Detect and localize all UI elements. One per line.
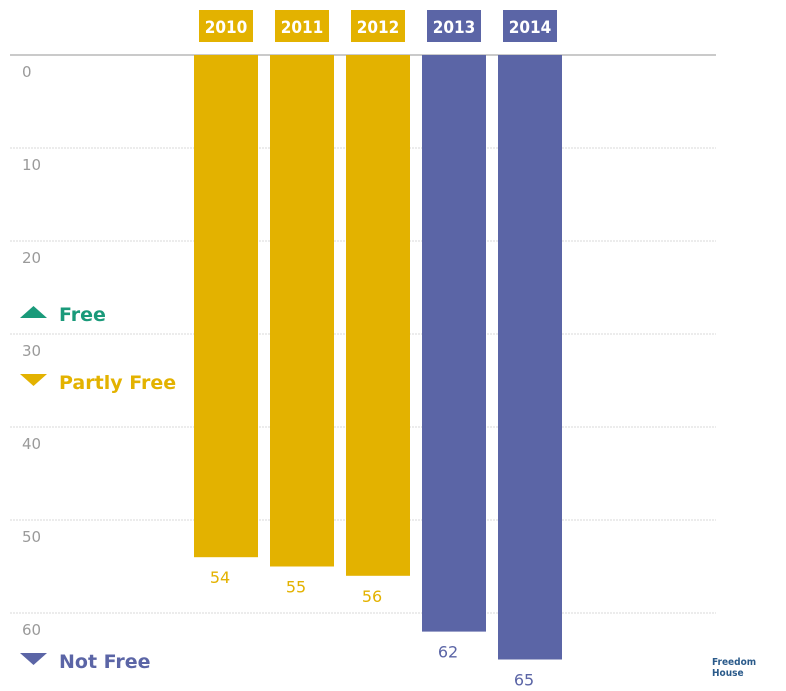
year-box-2012 (351, 10, 405, 42)
triangle-down-icon (20, 374, 47, 386)
y-tick-label: 40 (22, 435, 41, 453)
bar-2012 (346, 55, 410, 576)
year-label-2012: 2012 (357, 18, 400, 38)
legend-label: Not Free (59, 651, 151, 673)
y-tick-label: 20 (22, 249, 41, 267)
y-tick-label: 60 (22, 621, 41, 639)
year-label-2013: 2013 (433, 18, 476, 38)
legend-label: Free (59, 304, 106, 326)
legend-label: Partly Free (59, 372, 176, 394)
value-label-2012: 56 (362, 587, 382, 606)
y-axis-ticks: 0 10 20 30 40 50 60 (22, 63, 41, 639)
value-label-2013: 62 (438, 643, 458, 662)
year-box-2014 (503, 10, 557, 42)
freedom-house-logo: Freedom House (712, 657, 756, 679)
bar-2013 (422, 55, 486, 632)
triangle-down-icon (20, 653, 47, 665)
y-tick-label: 0 (22, 63, 32, 81)
year-box-2011 (275, 10, 329, 42)
year-label-2010: 2010 (205, 18, 248, 38)
value-label-2011: 55 (286, 578, 306, 597)
value-labels: 54 55 56 62 65 (210, 568, 534, 689)
value-label-2010: 54 (210, 568, 230, 587)
value-label-2014: 65 (514, 671, 534, 690)
logo-line2: House (712, 668, 744, 679)
bar-2011 (270, 55, 334, 567)
y-tick-label: 10 (22, 156, 41, 174)
bar-2014 (498, 55, 562, 660)
year-label-2014: 2014 (509, 18, 552, 38)
year-label-2011: 2011 (281, 18, 324, 38)
y-tick-label: 50 (22, 528, 41, 546)
logo-line1: Freedom (712, 657, 757, 668)
bar-2010 (194, 55, 258, 558)
legend: Free Partly Free Not Free (20, 304, 176, 673)
y-tick-label: 30 (22, 342, 41, 360)
year-labels: 2010 2011 2012 2013 2014 (199, 10, 557, 42)
bars (194, 55, 562, 660)
triangle-up-icon (20, 306, 47, 318)
year-box-2013 (427, 10, 481, 42)
year-box-2010 (199, 10, 253, 42)
